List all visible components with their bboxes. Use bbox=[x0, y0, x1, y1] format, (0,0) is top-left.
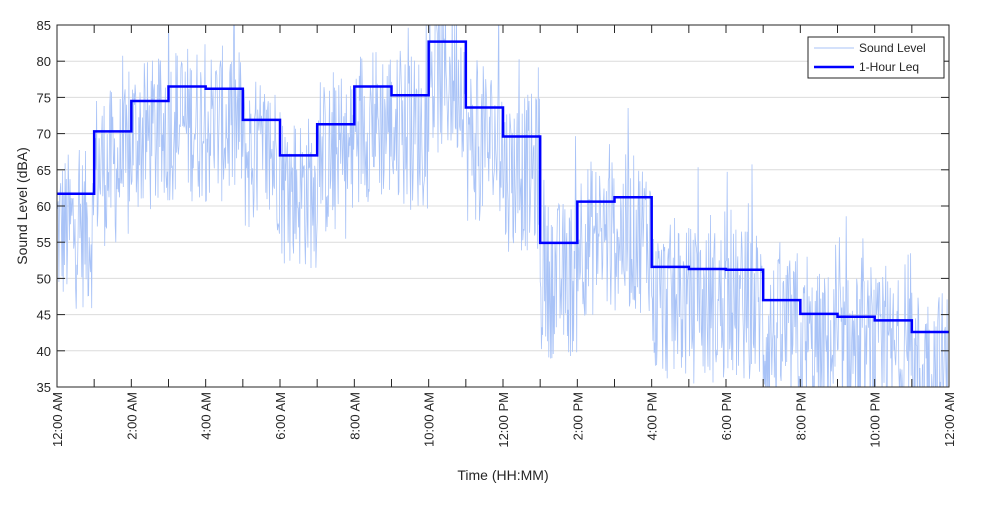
x-tick-label: 12:00 PM bbox=[496, 392, 511, 448]
x-tick-label: 12:00 AM bbox=[50, 392, 65, 447]
leq-series bbox=[57, 40, 949, 334]
x-tick-label: 6:00 PM bbox=[719, 392, 734, 440]
x-tick-label: 8:00 AM bbox=[347, 392, 362, 440]
y-tick-label: 65 bbox=[37, 163, 51, 178]
x-tick-label: 4:00 AM bbox=[199, 392, 214, 440]
y-axis-label: Sound Level (dBA) bbox=[14, 147, 30, 265]
sound-level-line bbox=[57, 25, 948, 387]
x-tick-label: 4:00 PM bbox=[645, 392, 660, 440]
legend-leq-label: 1-Hour Leq bbox=[859, 60, 919, 74]
y-tick-label: 75 bbox=[37, 90, 51, 105]
y-tick-label: 40 bbox=[37, 344, 51, 359]
y-tick-label: 80 bbox=[37, 54, 51, 69]
x-axis: 12:00 AM 2:00 AM 4:00 AM 6:00 AM 8:00 AM 10:0… bbox=[50, 25, 957, 448]
y-tick-label: 85 bbox=[37, 18, 51, 33]
legend-sound-level-label: Sound Level bbox=[859, 41, 926, 55]
leq-step-line bbox=[57, 40, 949, 334]
y-tick-label: 60 bbox=[37, 199, 51, 214]
y-tick-label: 70 bbox=[37, 127, 51, 142]
x-tick-label: 6:00 AM bbox=[273, 392, 288, 440]
x-tick-label: 10:00 AM bbox=[422, 392, 437, 447]
y-tick-label: 55 bbox=[37, 235, 51, 250]
x-tick-label: 2:00 PM bbox=[570, 392, 585, 440]
x-tick-label: 10:00 PM bbox=[868, 392, 883, 448]
y-tick-label: 45 bbox=[37, 308, 51, 323]
sound-level-series bbox=[57, 25, 948, 387]
y-axis: 35 40 45 50 55 60 65 70 75 80 85 bbox=[37, 18, 949, 395]
x-axis-label: Time (HH:MM) bbox=[457, 467, 548, 483]
legend: Sound Level 1-Hour Leq bbox=[807, 36, 945, 79]
x-tick-label: 8:00 PM bbox=[793, 392, 808, 440]
x-tick-label: 12:00 AM bbox=[942, 392, 957, 447]
y-tick-label: 50 bbox=[37, 271, 51, 286]
x-tick-label: 2:00 AM bbox=[124, 392, 139, 440]
y-tick-label: 35 bbox=[37, 380, 51, 395]
